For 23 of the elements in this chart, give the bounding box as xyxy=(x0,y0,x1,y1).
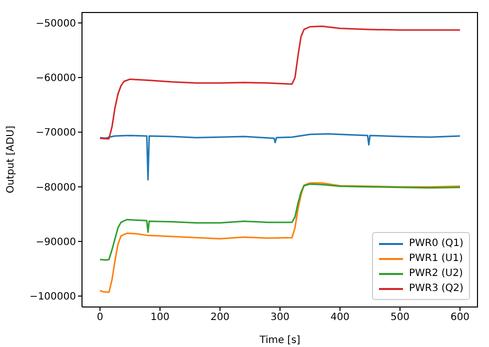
line-series xyxy=(99,183,461,261)
legend-label: PWR1 (U1) xyxy=(409,253,463,264)
x-tick-label: 300 xyxy=(270,312,290,324)
x-tick-label: 500 xyxy=(390,312,410,324)
y-tick-label: −100000 xyxy=(29,292,76,303)
legend-label: PWR2 (U2) xyxy=(409,268,463,279)
x-tick-label: 600 xyxy=(450,312,470,324)
legend-label: PWR3 (Q2) xyxy=(409,283,464,294)
legend-label: PWR0 (Q1) xyxy=(409,238,464,249)
x-axis-title: Time [s] xyxy=(258,335,300,346)
y-tick-label: −50000 xyxy=(36,18,76,30)
x-tick-label: 200 xyxy=(210,312,230,324)
line-series xyxy=(99,25,461,140)
x-tick-label: 0 xyxy=(96,312,104,324)
x-tick-label: 100 xyxy=(150,312,170,324)
line-series xyxy=(99,182,461,293)
y-tick-label: −80000 xyxy=(36,182,76,194)
line-series xyxy=(99,133,461,180)
y-axis-title: Output [ADU] xyxy=(6,126,17,194)
y-tick-label: −70000 xyxy=(36,128,76,139)
y-tick-label: −60000 xyxy=(36,73,76,84)
x-tick-label: 400 xyxy=(330,312,350,324)
y-tick-label: −90000 xyxy=(36,236,76,248)
